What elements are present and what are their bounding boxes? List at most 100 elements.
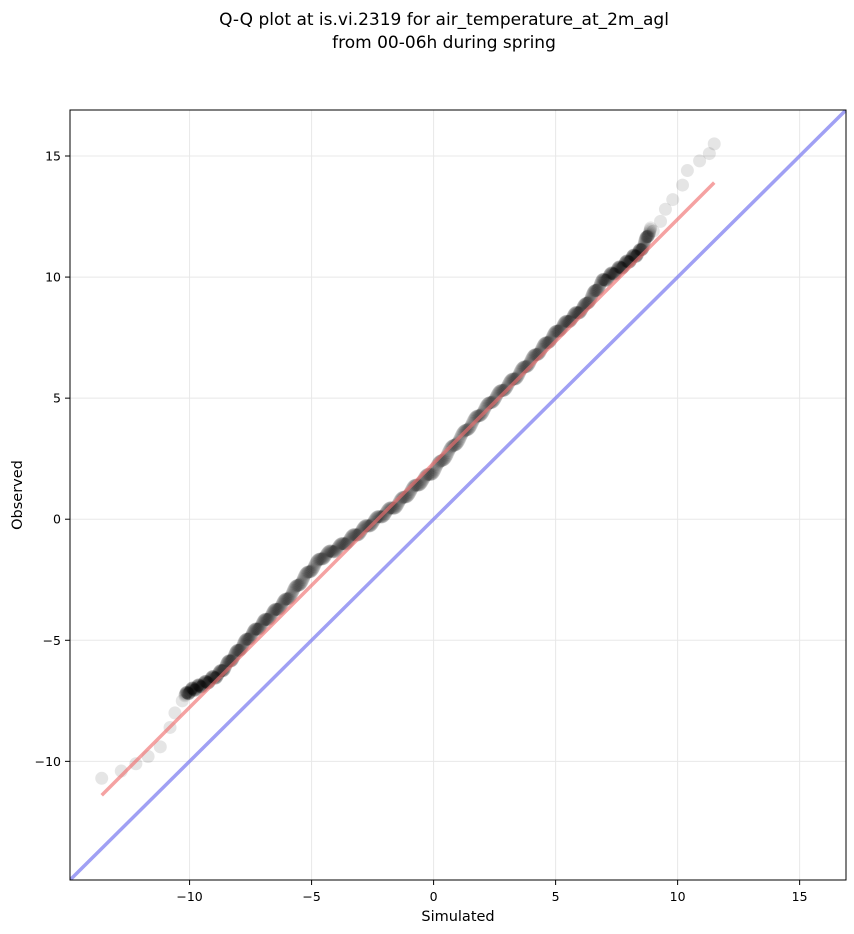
qq-point [559,314,573,328]
qq-point [288,580,302,594]
qq-point [276,596,290,610]
qq-point [560,314,574,328]
qq-point [585,288,599,302]
qq-point [303,565,317,579]
qq-point [599,273,613,287]
qq-point [641,229,655,243]
qq-point [240,632,254,646]
qq-point [327,545,341,559]
qq-point [210,669,224,683]
qq-point [184,682,198,696]
qq-point [441,446,455,460]
qq-point [188,683,202,697]
qq-point [322,544,336,558]
qq-point [238,633,252,647]
qq-point [485,396,499,410]
qq-point [337,537,351,551]
qq-point [442,444,456,458]
qq-point [216,664,230,678]
qq-point [295,574,309,588]
qq-point [606,267,620,281]
qq-point [280,592,294,606]
qq-point [180,686,194,700]
qq-point [292,578,306,592]
qq-point [598,273,612,287]
qq-point [638,232,652,246]
qq-point [309,556,323,570]
qq-point [194,680,208,694]
qq-point [603,267,617,281]
qq-point [377,509,391,523]
qq-point [251,622,265,636]
qq-point [274,600,288,614]
qq-point [351,528,365,542]
qq-point [275,597,289,611]
qq-point [198,674,212,688]
qq-tail-point [666,193,680,207]
qq-point [198,674,212,688]
qq-point [282,591,296,605]
qq-point [191,678,205,692]
qq-point [478,401,492,415]
qq-point [278,593,292,607]
qq-point [368,513,382,527]
qq-point [353,526,367,540]
qq-point [307,559,321,573]
qq-point [522,358,536,372]
qq-point [241,632,255,646]
qq-point [640,230,654,244]
qq-point [255,616,269,630]
qq-point [592,281,606,295]
qq-point [644,221,658,235]
qq-tail-point [680,164,694,178]
plot-frame [69,109,847,881]
qq-point [265,606,279,620]
qq-point [606,267,620,281]
qq-point [489,390,503,404]
qq-point [395,491,409,505]
qq-point [184,682,198,696]
qq-point [286,585,300,599]
qq-point [299,567,313,581]
qq-point [208,671,222,685]
x-tick-label: −10 [176,889,202,904]
qq-point [187,683,201,697]
x-tick-label: 10 [670,889,686,904]
qq-point [323,544,337,558]
y-tick-label: 0 [53,512,61,527]
qq-point [289,579,303,593]
qq-point [279,592,293,606]
qq-point [240,632,254,646]
qq-point [385,501,399,515]
qq-point [190,679,204,693]
qq-point [335,537,349,551]
reference-lines [70,110,846,880]
qq-point [394,492,408,506]
qq-tail-point [646,224,660,238]
qq-point [520,359,534,373]
qq-point [303,565,317,579]
qq-point [187,683,201,697]
qq-point [253,621,267,635]
y-axis-label: Observed [10,460,26,530]
qq-point [308,558,322,572]
qq-point [318,550,332,564]
qq-point [496,384,510,398]
qq-point [620,254,634,268]
qq-point [246,625,260,639]
qq-point [197,677,211,691]
qq-point [284,588,298,602]
qq-point [217,663,231,677]
x-axis-label: Simulated [421,909,494,925]
qq-point [316,552,330,566]
qq-point [256,615,270,629]
qq-point [319,549,333,563]
qq-point [192,678,206,692]
qq-point [260,612,274,626]
qq-point [210,670,224,684]
qq-point [197,676,211,690]
qq-point [449,438,463,452]
qq-point [259,612,273,626]
qq-point [239,633,253,647]
